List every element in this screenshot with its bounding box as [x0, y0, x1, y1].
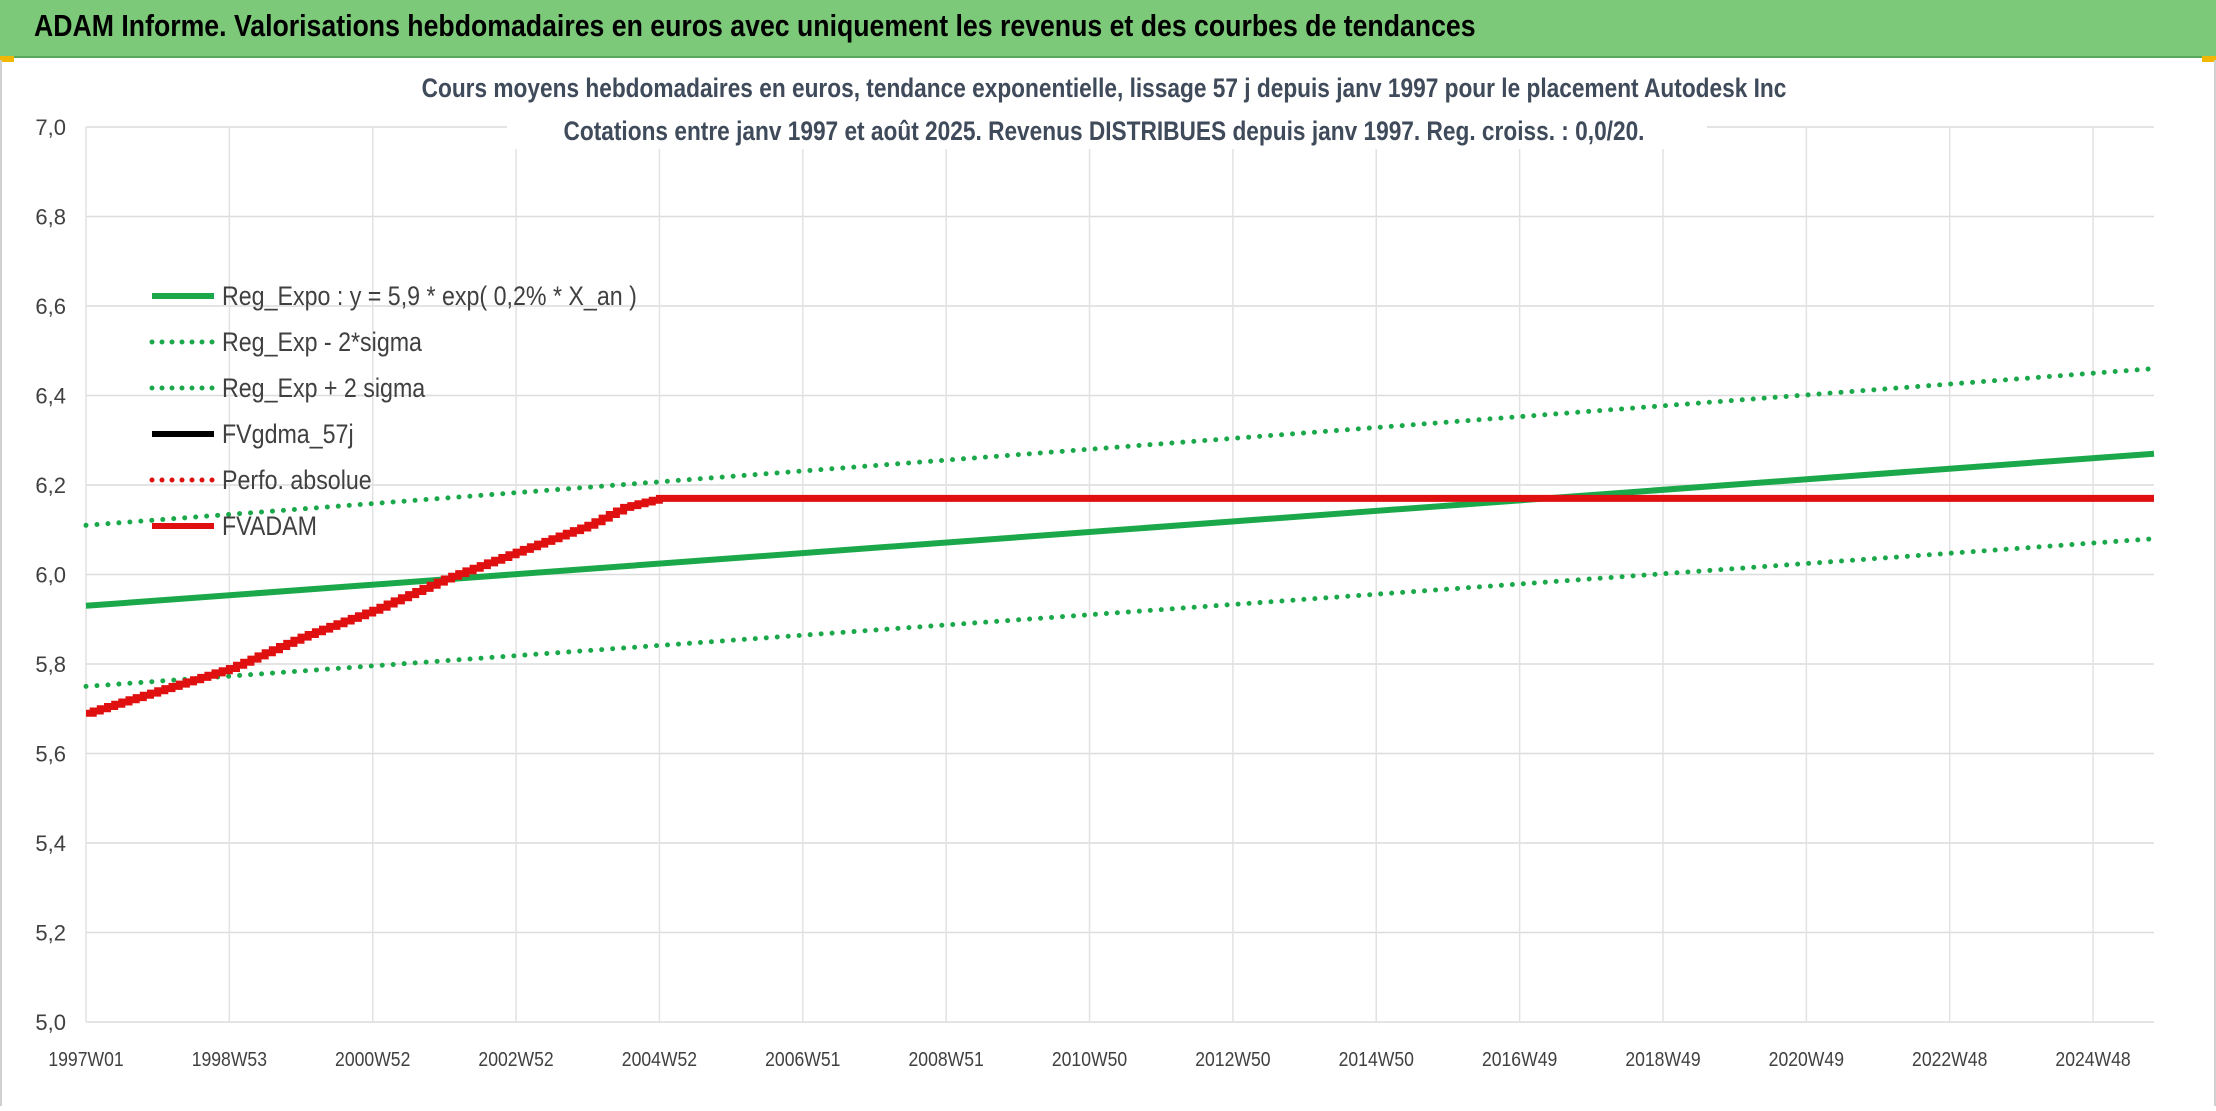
x-tick-label: 2020W49 — [1769, 1048, 1844, 1070]
y-tick-label: 5,4 — [35, 831, 66, 856]
legend-label: Reg_Expo : y = 5,9 * exp( 0,2% * X_an ) — [222, 281, 637, 311]
y-tick-label: 6,6 — [35, 294, 66, 319]
series-line-0 — [85, 450, 2155, 609]
x-tick-label: 1998W53 — [192, 1048, 267, 1070]
line-chart: 5,0 5,2 5,4 5,6 5,8 6,0 6,2 6,4 6,6 6,8 7,0 1997W0… — [35, 66, 2157, 1070]
legend-label: Reg_Exp - 2*sigma — [222, 327, 422, 357]
y-tick-label: 5,6 — [35, 742, 66, 767]
report-header: ADAM Informe. Valorisations hebdomadaire… — [0, 0, 2216, 58]
legend-label: FVgdma_57j — [222, 419, 354, 449]
x-tick-label: 2024W48 — [2055, 1048, 2130, 1070]
series-line-2 — [83, 366, 2157, 528]
series-line-5 — [86, 494, 2154, 717]
legend-label: Perfo. absolue — [222, 465, 372, 495]
legend: Reg_Expo : y = 5,9 * exp( 0,2% * X_an ) R… — [149, 281, 637, 541]
series-line-1 — [83, 536, 2157, 689]
legend-label: FVADAM — [222, 511, 317, 541]
chart-subtitle: Cotations entre janv 1997 et août 2025. … — [564, 116, 1645, 146]
corner-marker-left — [0, 56, 14, 62]
legend-label: Reg_Exp + 2 sigma — [222, 373, 425, 403]
x-axis-ticks: 1997W01 1998W53 2000W52 2002W52 2004W52 2006W… — [48, 1048, 2130, 1070]
y-tick-label: 5,2 — [35, 921, 66, 946]
grid-lines — [85, 126, 2154, 1023]
series-lines — [83, 366, 2157, 717]
y-tick-label: 6,4 — [35, 384, 66, 409]
chart-area: 5,0 5,2 5,4 5,6 5,8 6,0 6,2 6,4 6,6 6,8 7,0 1997W0… — [0, 60, 2216, 1106]
x-tick-label: 2000W52 — [335, 1048, 410, 1070]
x-tick-label: 2016W49 — [1482, 1048, 1557, 1070]
x-tick-label: 2010W50 — [1052, 1048, 1127, 1070]
y-tick-label: 7,0 — [35, 115, 66, 140]
y-tick-label: 5,0 — [35, 1010, 66, 1035]
chart-title: Cours moyens hebdomadaires en euros, ten… — [422, 73, 1787, 103]
x-tick-label: 2012W50 — [1195, 1048, 1270, 1070]
x-tick-label: 2004W52 — [622, 1048, 697, 1070]
x-tick-label: 1997W01 — [48, 1048, 123, 1070]
y-axis-ticks: 5,0 5,2 5,4 5,6 5,8 6,0 6,2 6,4 6,6 6,8 7,0 — [35, 115, 66, 1035]
x-tick-label: 2014W50 — [1339, 1048, 1414, 1070]
y-tick-label: 6,8 — [35, 205, 66, 230]
report-title: ADAM Informe. Valorisations hebdomadaire… — [34, 8, 1476, 43]
chart-titles: Cours moyens hebdomadaires en euros, ten… — [347, 66, 1867, 149]
x-tick-label: 2008W51 — [909, 1048, 984, 1070]
y-tick-label: 6,2 — [35, 473, 66, 498]
x-tick-label: 2002W52 — [478, 1048, 553, 1070]
x-tick-label: 2022W48 — [1912, 1048, 1987, 1070]
y-tick-label: 5,8 — [35, 652, 66, 677]
x-tick-label: 2006W51 — [765, 1048, 840, 1070]
corner-marker-right — [2202, 56, 2216, 62]
x-tick-label: 2018W49 — [1625, 1048, 1700, 1070]
y-tick-label: 6,0 — [35, 563, 66, 588]
